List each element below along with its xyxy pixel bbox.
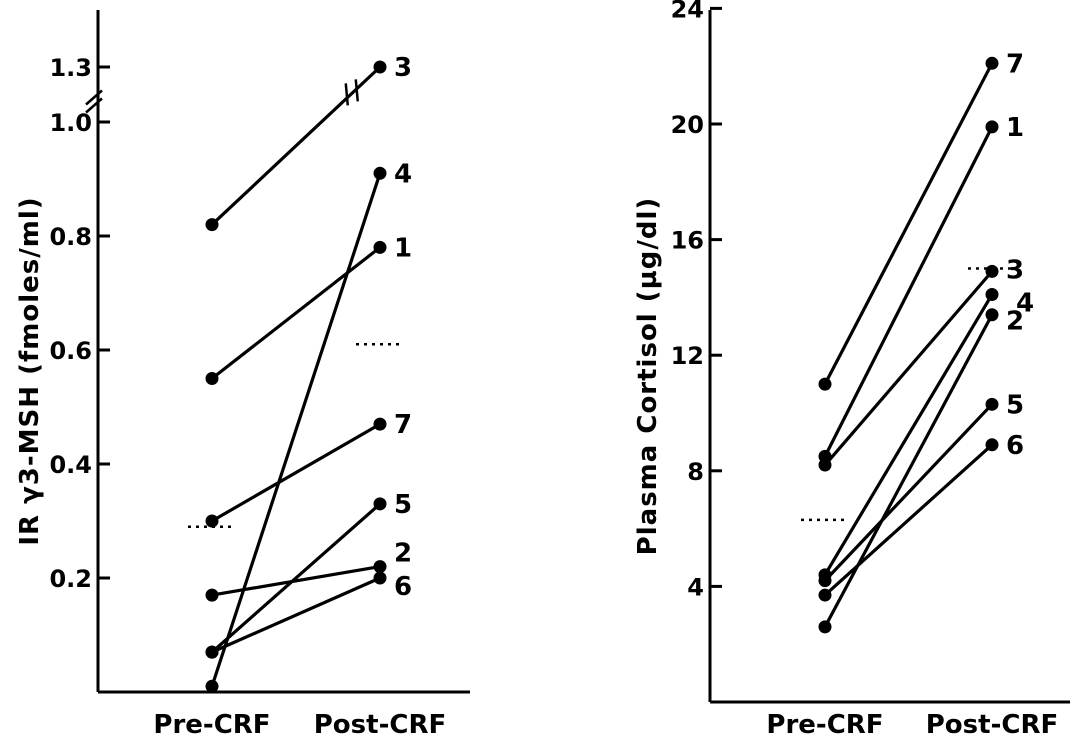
data-point (818, 458, 832, 472)
series-line (211, 565, 381, 597)
data-point (373, 60, 387, 74)
line-break-mark (344, 83, 350, 106)
series-label: 3 (394, 53, 412, 83)
series-line (823, 270, 994, 467)
data-point (373, 417, 387, 431)
axis-break-mark (85, 97, 103, 114)
series-line (211, 576, 381, 654)
series-label: 1 (394, 233, 412, 263)
series-1: 1 (205, 233, 412, 385)
x-category-label: Pre-CRF (153, 710, 270, 740)
series-label: 7 (1006, 49, 1024, 79)
y-tick-label: 8 (687, 458, 704, 486)
data-point (985, 56, 999, 70)
y-tick-label: 0.6 (49, 337, 92, 365)
data-point (373, 497, 387, 511)
series-2: 2 (818, 307, 1024, 634)
data-point (373, 166, 387, 180)
data-point (985, 397, 999, 411)
series-line (211, 246, 381, 380)
series-line (210, 65, 382, 226)
series-2: 2 (205, 539, 412, 602)
series-line (210, 172, 382, 687)
y-tick-label: 1.3 (49, 54, 92, 82)
data-point (373, 571, 387, 585)
series-3: 3 (205, 53, 412, 232)
y-tick-label: 24 (671, 0, 704, 23)
series-line (823, 293, 994, 576)
data-point (985, 308, 999, 322)
data-point (205, 218, 219, 232)
data-point (985, 438, 999, 452)
data-point (205, 588, 219, 602)
axis-break-mark (85, 89, 103, 106)
y-tick-label: 4 (687, 573, 704, 601)
data-point (373, 560, 387, 574)
y-tick-label: 1.0 (49, 109, 92, 137)
series-3: 3 (818, 255, 1024, 472)
chart-1: 0.2 0.4 0.6 0.8 1.0 1.3 IR γ3-MSH (fmoles/ml) P… (15, 10, 470, 740)
data-point (818, 588, 832, 602)
series-line (823, 403, 994, 582)
y-tick-label: 0.4 (49, 451, 92, 479)
series-line (823, 62, 994, 385)
series-7: 7 (205, 410, 412, 528)
y-tick-label: 16 (671, 227, 704, 255)
data-point (818, 377, 832, 391)
data-point (818, 574, 832, 588)
series-line (211, 422, 381, 523)
y-tick-label: 0.2 (49, 565, 92, 593)
series-label: 4 (394, 159, 412, 189)
series-label: 2 (1006, 307, 1024, 337)
series-6: 6 (205, 571, 412, 659)
series-line (823, 443, 994, 597)
series-label: 5 (394, 490, 412, 520)
data-point (373, 240, 387, 254)
data-point (985, 120, 999, 134)
series-label: 5 (1006, 390, 1024, 420)
series-5: 5 (818, 390, 1024, 588)
y-axis-label: Plasma Cortisol (µg/dl) (633, 197, 663, 556)
data-point (205, 679, 219, 693)
series-4: 4 (205, 159, 412, 693)
data-point (818, 620, 832, 634)
data-point (205, 645, 219, 659)
y-tick-label: 0.8 (49, 223, 92, 251)
data-point (985, 288, 999, 302)
series-label: 4 (1016, 289, 1034, 319)
y-tick-label: 20 (671, 111, 704, 139)
series-label: 2 (394, 539, 412, 569)
series-line (823, 313, 994, 628)
data-point (205, 514, 219, 528)
series-label: 7 (394, 410, 412, 440)
series-label: 1 (1006, 113, 1024, 143)
data-point (205, 372, 219, 385)
series-line (823, 126, 994, 458)
series-label: 6 (394, 572, 412, 602)
series-line (210, 502, 382, 654)
y-axis-label: IR γ3-MSH (fmoles/ml) (15, 196, 45, 545)
x-category-label: Pre-CRF (766, 710, 883, 740)
series-6: 6 (818, 431, 1024, 602)
y-tick-label: 12 (671, 342, 704, 370)
x-category-label: Post-CRF (926, 710, 1058, 740)
series-label: 3 (1006, 255, 1024, 285)
series-7: 7 (818, 49, 1024, 391)
series-label: 6 (1006, 431, 1024, 461)
data-point (985, 264, 999, 278)
x-category-label: Post-CRF (314, 710, 446, 740)
